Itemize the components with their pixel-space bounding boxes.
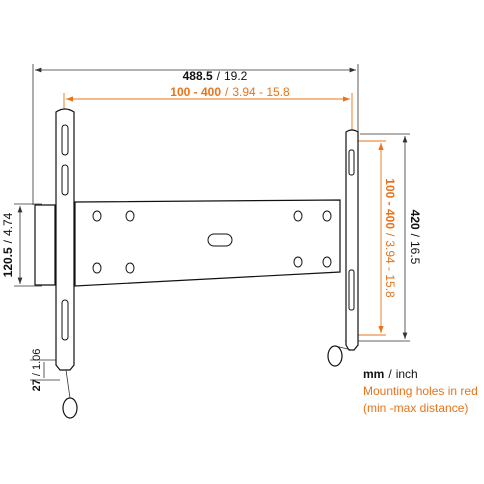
mm-value: 27: [31, 379, 43, 391]
wall-gap-label: 27 / 1.06: [31, 349, 43, 392]
unit-mm: mm: [363, 367, 384, 381]
legend-line: (min -max distance): [363, 401, 468, 415]
hole-height-label: 100 - 400 / 3.94 - 15.8: [383, 178, 397, 298]
inch-value: 19.2: [224, 69, 248, 83]
separator: /: [31, 372, 43, 376]
inch-value: 1.06: [31, 349, 43, 370]
legend-line: Mounting holes in red: [363, 384, 478, 398]
legend: mm / inch Mounting holes in red (min -max …: [363, 367, 478, 415]
separator: /: [383, 233, 397, 237]
mm-value: 120.5: [1, 247, 15, 277]
unit-legend: mm / inch: [363, 367, 418, 381]
inch-value: 16.5: [408, 241, 422, 265]
mm-value: 488.5: [183, 69, 213, 83]
mount-bracket: [34, 108, 359, 419]
overall-width-label: 488.5 /19.2: [183, 69, 248, 83]
mm-value: 100 - 400: [383, 178, 397, 229]
separator: /: [1, 239, 15, 243]
separator: /: [388, 367, 392, 381]
unit-inch: inch: [396, 367, 418, 381]
inch-value: 3.94 - 15.8: [232, 85, 290, 99]
separator: /: [217, 69, 221, 83]
inch-value: 3.94 - 15.8: [383, 240, 397, 298]
separator: /: [225, 85, 229, 99]
overall-height-label: 420 / 16.5: [408, 210, 422, 265]
hole-width-label: 100 - 400 /3.94 - 15.8: [170, 85, 290, 99]
separator: /: [408, 234, 422, 238]
inch-value: 4.74: [1, 212, 15, 236]
depth-label: 120.5 / 4.74: [1, 212, 15, 277]
dimension-lines: [14, 64, 410, 381]
mm-value: 100 - 400: [170, 85, 221, 99]
mm-value: 420: [408, 210, 422, 230]
